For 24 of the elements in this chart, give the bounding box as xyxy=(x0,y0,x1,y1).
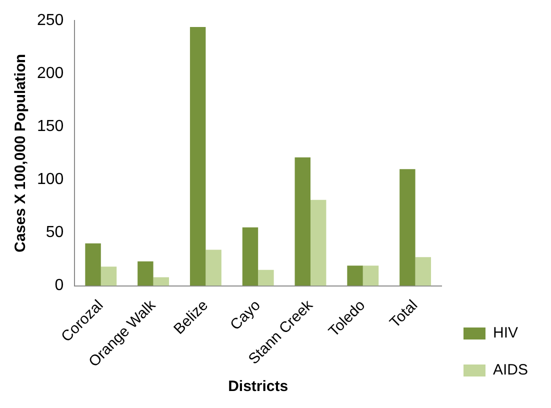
y-tick-label: 250 xyxy=(36,12,64,30)
y-tick-label: 150 xyxy=(36,118,64,136)
y-tick-label: 100 xyxy=(36,171,64,188)
bar xyxy=(190,26,206,286)
y-tick-label: 200 xyxy=(36,65,64,82)
bar xyxy=(242,227,258,286)
y-tick-label: 50 xyxy=(46,224,64,242)
bar xyxy=(153,277,170,286)
bar xyxy=(100,266,117,286)
bar xyxy=(138,261,154,286)
bar xyxy=(258,270,274,286)
bar xyxy=(347,266,363,286)
bar xyxy=(85,243,101,286)
bar xyxy=(362,266,379,286)
bar xyxy=(206,250,222,286)
x-axis-title: Districts xyxy=(228,378,288,396)
bar xyxy=(294,157,310,286)
y-axis-title: Cases X 100,000 Population xyxy=(12,54,30,252)
legend-label: AIDS xyxy=(492,362,528,379)
bar xyxy=(310,200,326,286)
bar xyxy=(415,257,432,286)
bar xyxy=(400,169,416,286)
y-tick-label: 0 xyxy=(54,277,64,294)
legend-label: HIV xyxy=(492,324,518,342)
